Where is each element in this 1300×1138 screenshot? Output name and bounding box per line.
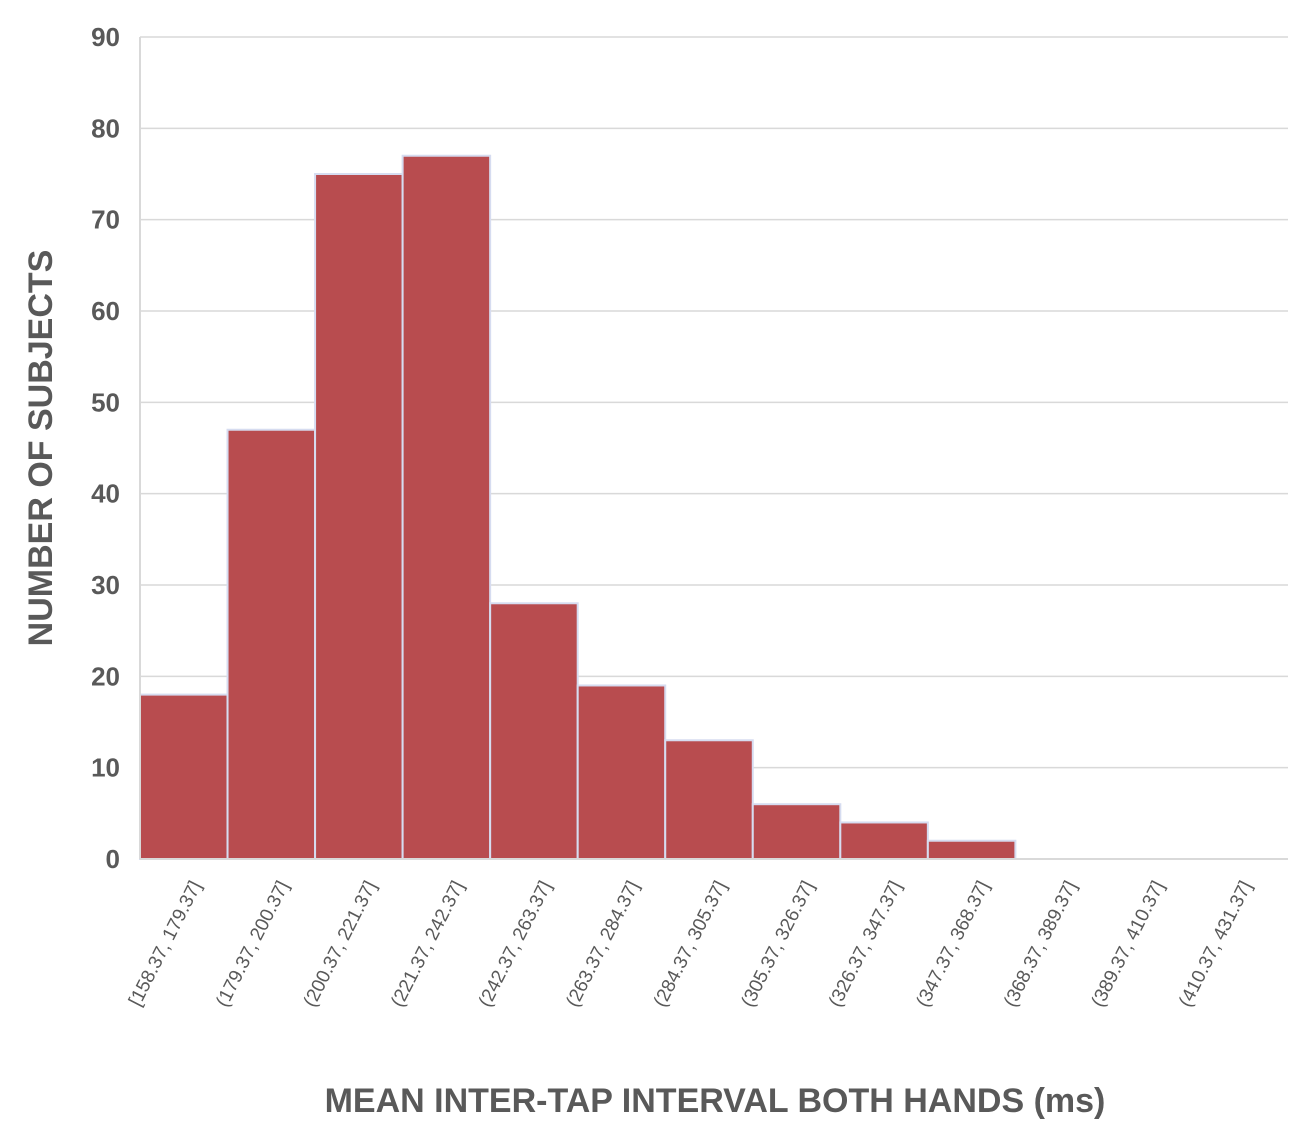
y-tick-label: 30	[91, 570, 120, 600]
x-tick-label: [158.37, 179.37]	[125, 878, 206, 1010]
x-tick-label: (221.37, 242.37]	[387, 878, 469, 1011]
x-tick-label: (263.37, 284.37]	[562, 878, 644, 1011]
y-tick-label: 80	[91, 113, 120, 143]
histogram-bar	[226, 428, 317, 860]
y-axis-title: NUMBER OF SUBJECTS	[22, 250, 60, 647]
x-tick-label: (368.37, 389.37]	[1000, 878, 1082, 1011]
histogram-bar	[139, 693, 229, 860]
x-tick-label: (410.37, 431.37]	[1175, 878, 1257, 1011]
histogram-bar	[576, 684, 667, 861]
x-tick-label: (305.37, 326.37]	[737, 878, 819, 1011]
y-tick-label: 50	[91, 387, 120, 417]
histogram-bar	[664, 739, 754, 860]
y-tick-label: 20	[91, 661, 120, 691]
axes	[139, 37, 1288, 860]
x-axis-title: MEAN INTER-TAP INTERVAL BOTH HANDS (ms)	[325, 1082, 1106, 1120]
y-tick-label: 40	[91, 479, 120, 509]
y-tick-label: 10	[91, 753, 120, 783]
histogram-bar	[926, 839, 1017, 861]
histogram-bar	[489, 602, 579, 860]
y-tick-label: 0	[106, 844, 120, 874]
x-tick-label: (242.37, 263.37]	[475, 878, 557, 1011]
bars	[139, 154, 1017, 861]
x-tick-label: (179.37, 200.37]	[212, 878, 294, 1011]
histogram-bar	[401, 154, 492, 860]
y-tick-label: 60	[91, 296, 120, 326]
histogram-bar	[839, 821, 929, 861]
x-tick-labels: [158.37, 179.37] (179.37, 200.37] (200.37,…	[125, 878, 1257, 1011]
x-tick-label: (200.37, 221.37]	[300, 878, 382, 1011]
x-tick-label: (284.37, 305.37]	[650, 878, 732, 1011]
y-tick-label: 90	[91, 22, 120, 52]
x-tick-label: (347.37, 368.37]	[913, 878, 995, 1011]
y-tick-labels: 0 10 20 30 40 50 60 70 80 90	[91, 22, 120, 874]
histogram-bar	[314, 173, 404, 860]
histogram-bar	[751, 803, 842, 861]
y-tick-label: 70	[91, 205, 120, 235]
x-tick-label: (326.37, 347.37]	[825, 878, 907, 1011]
x-tick-label: (389.37, 410.37]	[1088, 878, 1170, 1011]
